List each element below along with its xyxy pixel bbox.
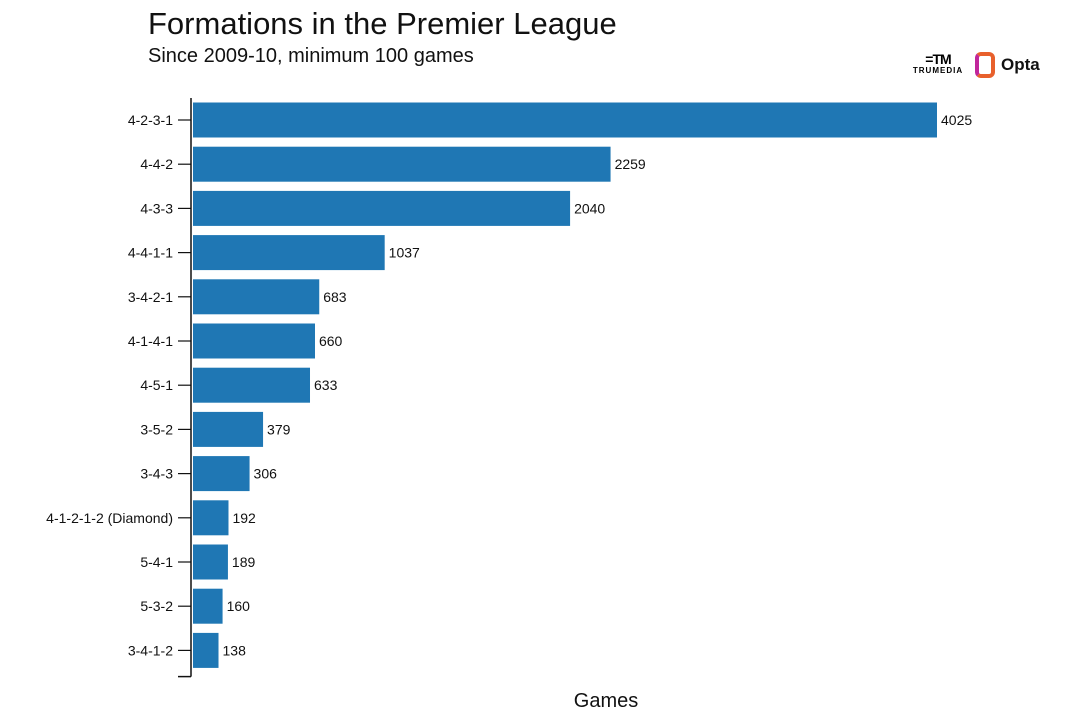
y-tick-label: 3-4-2-1 bbox=[128, 289, 173, 305]
bar bbox=[193, 544, 228, 580]
bar bbox=[193, 632, 219, 668]
trumedia-logo: =TM TRUMEDIA bbox=[908, 52, 968, 75]
chart-title: Formations in the Premier League bbox=[148, 6, 617, 41]
y-tick-label: 3-4-1-2 bbox=[128, 642, 173, 658]
bar bbox=[193, 500, 229, 536]
bar bbox=[193, 146, 611, 182]
data-label: 192 bbox=[232, 510, 256, 526]
opta-mark-icon bbox=[975, 52, 995, 78]
bar bbox=[193, 235, 385, 271]
y-tick-label: 3-4-3 bbox=[140, 466, 173, 482]
data-label: 306 bbox=[254, 466, 278, 482]
chart-subtitle: Since 2009-10, minimum 100 games bbox=[148, 45, 474, 67]
y-tick-label: 4-3-3 bbox=[140, 200, 173, 216]
y-tick-label: 5-4-1 bbox=[140, 554, 173, 570]
y-tick-label: 4-5-1 bbox=[140, 377, 173, 393]
opta-logo-text: Opta bbox=[1001, 55, 1040, 74]
data-label: 189 bbox=[232, 554, 256, 570]
data-label: 379 bbox=[267, 421, 291, 437]
data-label: 660 bbox=[319, 333, 343, 349]
data-label: 2040 bbox=[574, 200, 605, 216]
y-tick-label: 4-2-3-1 bbox=[128, 112, 173, 128]
bar bbox=[193, 279, 320, 315]
bar bbox=[193, 588, 223, 624]
data-label: 138 bbox=[223, 642, 247, 658]
bar bbox=[193, 411, 264, 447]
y-tick-label: 4-1-2-1-2 (Diamond) bbox=[46, 510, 173, 526]
data-label: 633 bbox=[314, 377, 338, 393]
x-axis-label: Games bbox=[574, 690, 638, 712]
trumedia-mark-icon: =TM bbox=[925, 51, 951, 67]
y-tick-label: 3-5-2 bbox=[140, 421, 173, 437]
bar bbox=[193, 190, 571, 226]
bar bbox=[193, 323, 315, 359]
bar bbox=[193, 456, 250, 492]
bar bbox=[193, 367, 311, 403]
data-label: 4025 bbox=[941, 112, 972, 128]
data-label: 683 bbox=[323, 289, 347, 305]
y-tick-label: 4-1-4-1 bbox=[128, 333, 173, 349]
trumedia-logo-text: TRUMEDIA bbox=[912, 66, 964, 75]
data-label: 1037 bbox=[389, 245, 420, 261]
data-label: 2259 bbox=[615, 156, 646, 172]
y-tick-label: 4-4-1-1 bbox=[128, 245, 173, 261]
opta-logo: Opta bbox=[975, 52, 1040, 78]
data-label: 160 bbox=[227, 598, 251, 614]
bar bbox=[193, 102, 937, 138]
y-tick-label: 4-4-2 bbox=[140, 156, 173, 172]
y-tick-label: 5-3-2 bbox=[140, 598, 173, 614]
